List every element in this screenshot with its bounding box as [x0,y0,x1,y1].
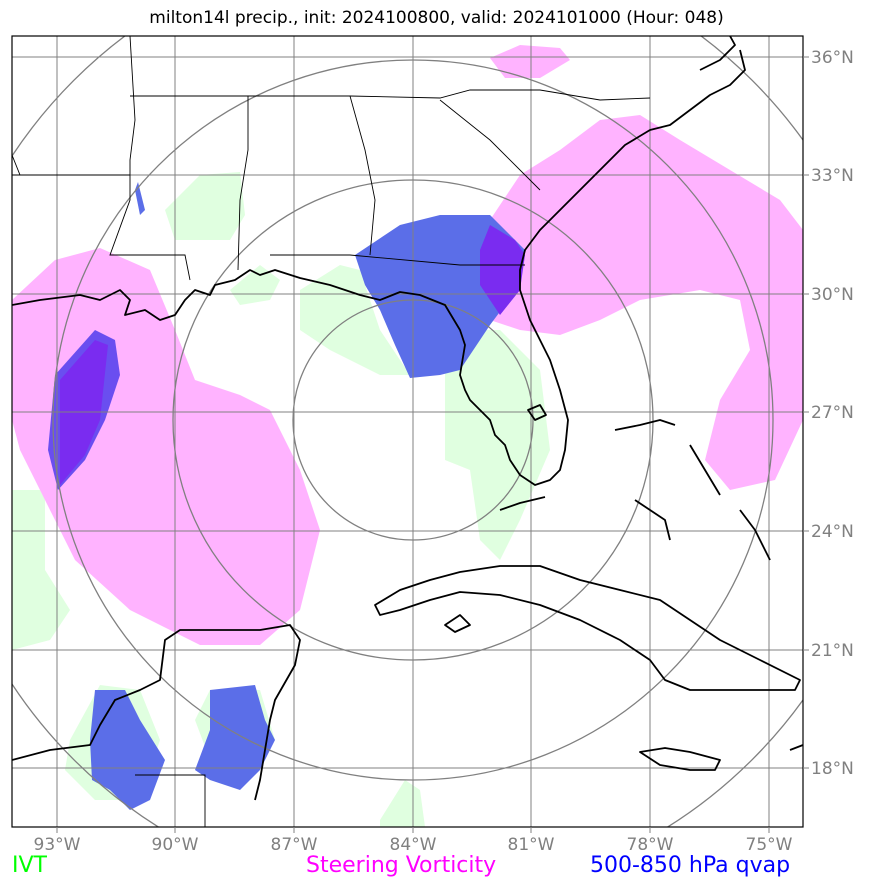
lon-tick-label: 84°W [390,835,437,855]
lat-tick-label: 36°N [811,48,854,68]
qvap-region-alabama [135,182,145,215]
lon-tick-label: 75°W [746,835,793,855]
lon-tick-label: 81°W [508,835,555,855]
lat-tick-label: 18°N [811,759,854,779]
ivt-region-panhandle [230,265,280,305]
qvap-core-florida [480,225,525,315]
vorticity-region-atlantic [470,115,803,490]
borders [12,36,651,827]
border-mexico [135,774,206,827]
legend-steering-vorticity: Steering Vorticity [306,853,497,878]
isla-juventud [444,614,471,633]
yucatan-coast [12,624,301,801]
border-al-ga [237,96,249,271]
qvap-region-yucatan-east [195,685,275,790]
lon-tick-label: 90°W [152,835,199,855]
lon-tick-label: 78°W [627,835,674,855]
legend-ivt: IVT [12,853,47,878]
keys [499,496,546,511]
lat-tick-label: 21°N [811,641,854,661]
ivt-region-west [12,490,70,650]
border-sc [439,99,541,191]
ivt-region-south [380,780,425,827]
map-frame [11,35,804,828]
bahamas-3 [634,499,671,541]
lon-tick-label: 93°W [34,835,81,855]
coastlines [12,36,803,801]
vorticity-region-north [490,45,570,78]
lat-tick-label: 30°N [811,285,854,305]
bahamas-2 [689,444,721,496]
border-ga-fl [270,254,525,266]
lat-tick-label: 33°N [811,166,854,186]
hispaniola [789,744,803,751]
lon-tick-label: 87°W [271,835,318,855]
axis-ticks [56,56,809,833]
border-north [130,89,651,101]
border-la-ar [12,154,21,176]
legend-qvap: 500-850 hPa qvap [590,853,791,878]
border-ga-al [349,95,376,256]
lake-okeechobee [527,404,547,421]
bahamas-4 [739,509,771,561]
qvap-region-yucatan-west [90,690,165,810]
jamaica [639,747,721,771]
bahamas-1 [614,419,676,431]
gulf-coast [12,49,746,486]
lat-tick-label: 24°N [811,522,854,542]
qvap-regions [48,182,525,810]
ivt-region-alabama [165,172,245,240]
border-al-ms [109,36,191,281]
ivt-region-bigbend [300,265,410,375]
map-title: milton14l precip., init: 2024100800, val… [149,8,724,28]
cuba [374,565,801,691]
lat-tick-label: 27°N [811,403,854,423]
chesapeake [699,36,736,71]
